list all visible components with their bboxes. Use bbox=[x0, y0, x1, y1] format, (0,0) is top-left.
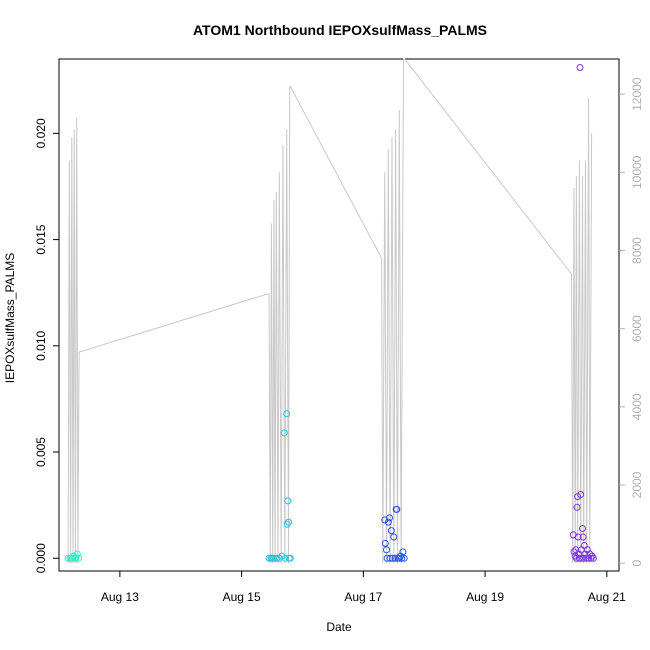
y-tick-label: 0.000 bbox=[34, 543, 48, 573]
y2-tick-label: 2000 bbox=[630, 471, 644, 498]
x-tick-label: Aug 15 bbox=[223, 590, 261, 604]
data-point bbox=[386, 514, 393, 522]
y2-tick-label: 6000 bbox=[630, 315, 644, 342]
y-axis-label: IEPOXsulfMass_PALMS bbox=[3, 253, 17, 384]
plot-frame bbox=[58, 58, 620, 572]
data-point bbox=[398, 554, 406, 562]
data-point bbox=[579, 533, 587, 541]
y2-tick-label: 12000 bbox=[630, 77, 644, 111]
data-point bbox=[280, 429, 288, 437]
y-axis-left: 0.000 0.005 0.010 0.015 0.020 bbox=[34, 118, 59, 573]
data-point bbox=[575, 554, 583, 562]
y2-tick-label: 4000 bbox=[630, 393, 644, 420]
data-point bbox=[286, 554, 294, 562]
x-axis-label: Date bbox=[326, 620, 352, 634]
chart-title: ATOM1 Northbound IEPOXsulfMass_PALMS bbox=[193, 22, 487, 38]
secondary-series-layer bbox=[67, 58, 593, 564]
data-point bbox=[381, 539, 389, 547]
data-point bbox=[393, 505, 401, 513]
data-point bbox=[75, 554, 82, 562]
data-point bbox=[284, 497, 292, 505]
data-point bbox=[400, 554, 408, 562]
y-tick-label: 0.020 bbox=[34, 118, 48, 148]
y-tick-label: 0.005 bbox=[34, 437, 48, 467]
y-tick-label: 0.010 bbox=[34, 330, 48, 360]
data-point bbox=[389, 554, 397, 562]
data-point bbox=[579, 525, 586, 532]
data-point bbox=[589, 554, 597, 562]
data-point bbox=[390, 533, 398, 541]
x-tick-label: Aug 19 bbox=[466, 590, 504, 604]
data-point bbox=[285, 518, 292, 526]
y-tick-label: 0.015 bbox=[34, 224, 48, 254]
x-axis: Aug 13 Aug 15 Aug 17 Aug 19 Aug 21 bbox=[101, 571, 626, 604]
data-point bbox=[574, 533, 582, 541]
data-point bbox=[384, 518, 392, 526]
data-point bbox=[585, 554, 593, 562]
data-point bbox=[399, 548, 407, 556]
y2-tick-label: 10000 bbox=[630, 155, 644, 189]
data-point bbox=[383, 546, 390, 554]
data-point bbox=[283, 410, 291, 418]
data-point bbox=[387, 527, 395, 535]
x-tick-label: Aug 13 bbox=[101, 590, 139, 604]
data-point bbox=[72, 554, 80, 562]
data-point bbox=[580, 554, 588, 562]
data-point bbox=[73, 550, 81, 558]
data-point bbox=[582, 554, 590, 562]
points-layer bbox=[64, 64, 597, 562]
data-point bbox=[278, 552, 286, 560]
x-tick-label: Aug 17 bbox=[344, 590, 382, 604]
x-tick-label: Aug 21 bbox=[588, 590, 626, 604]
y-axis-right: 0 2000 4000 6000 8000 10000 12000 bbox=[619, 77, 644, 567]
data-point bbox=[281, 554, 289, 562]
data-point bbox=[573, 503, 581, 511]
y2-tick-label: 0 bbox=[630, 560, 644, 567]
secondary-series-line bbox=[67, 58, 593, 564]
data-point bbox=[577, 491, 585, 498]
data-point bbox=[386, 554, 394, 562]
y2-tick-label: 8000 bbox=[630, 237, 644, 264]
data-point bbox=[576, 64, 584, 71]
